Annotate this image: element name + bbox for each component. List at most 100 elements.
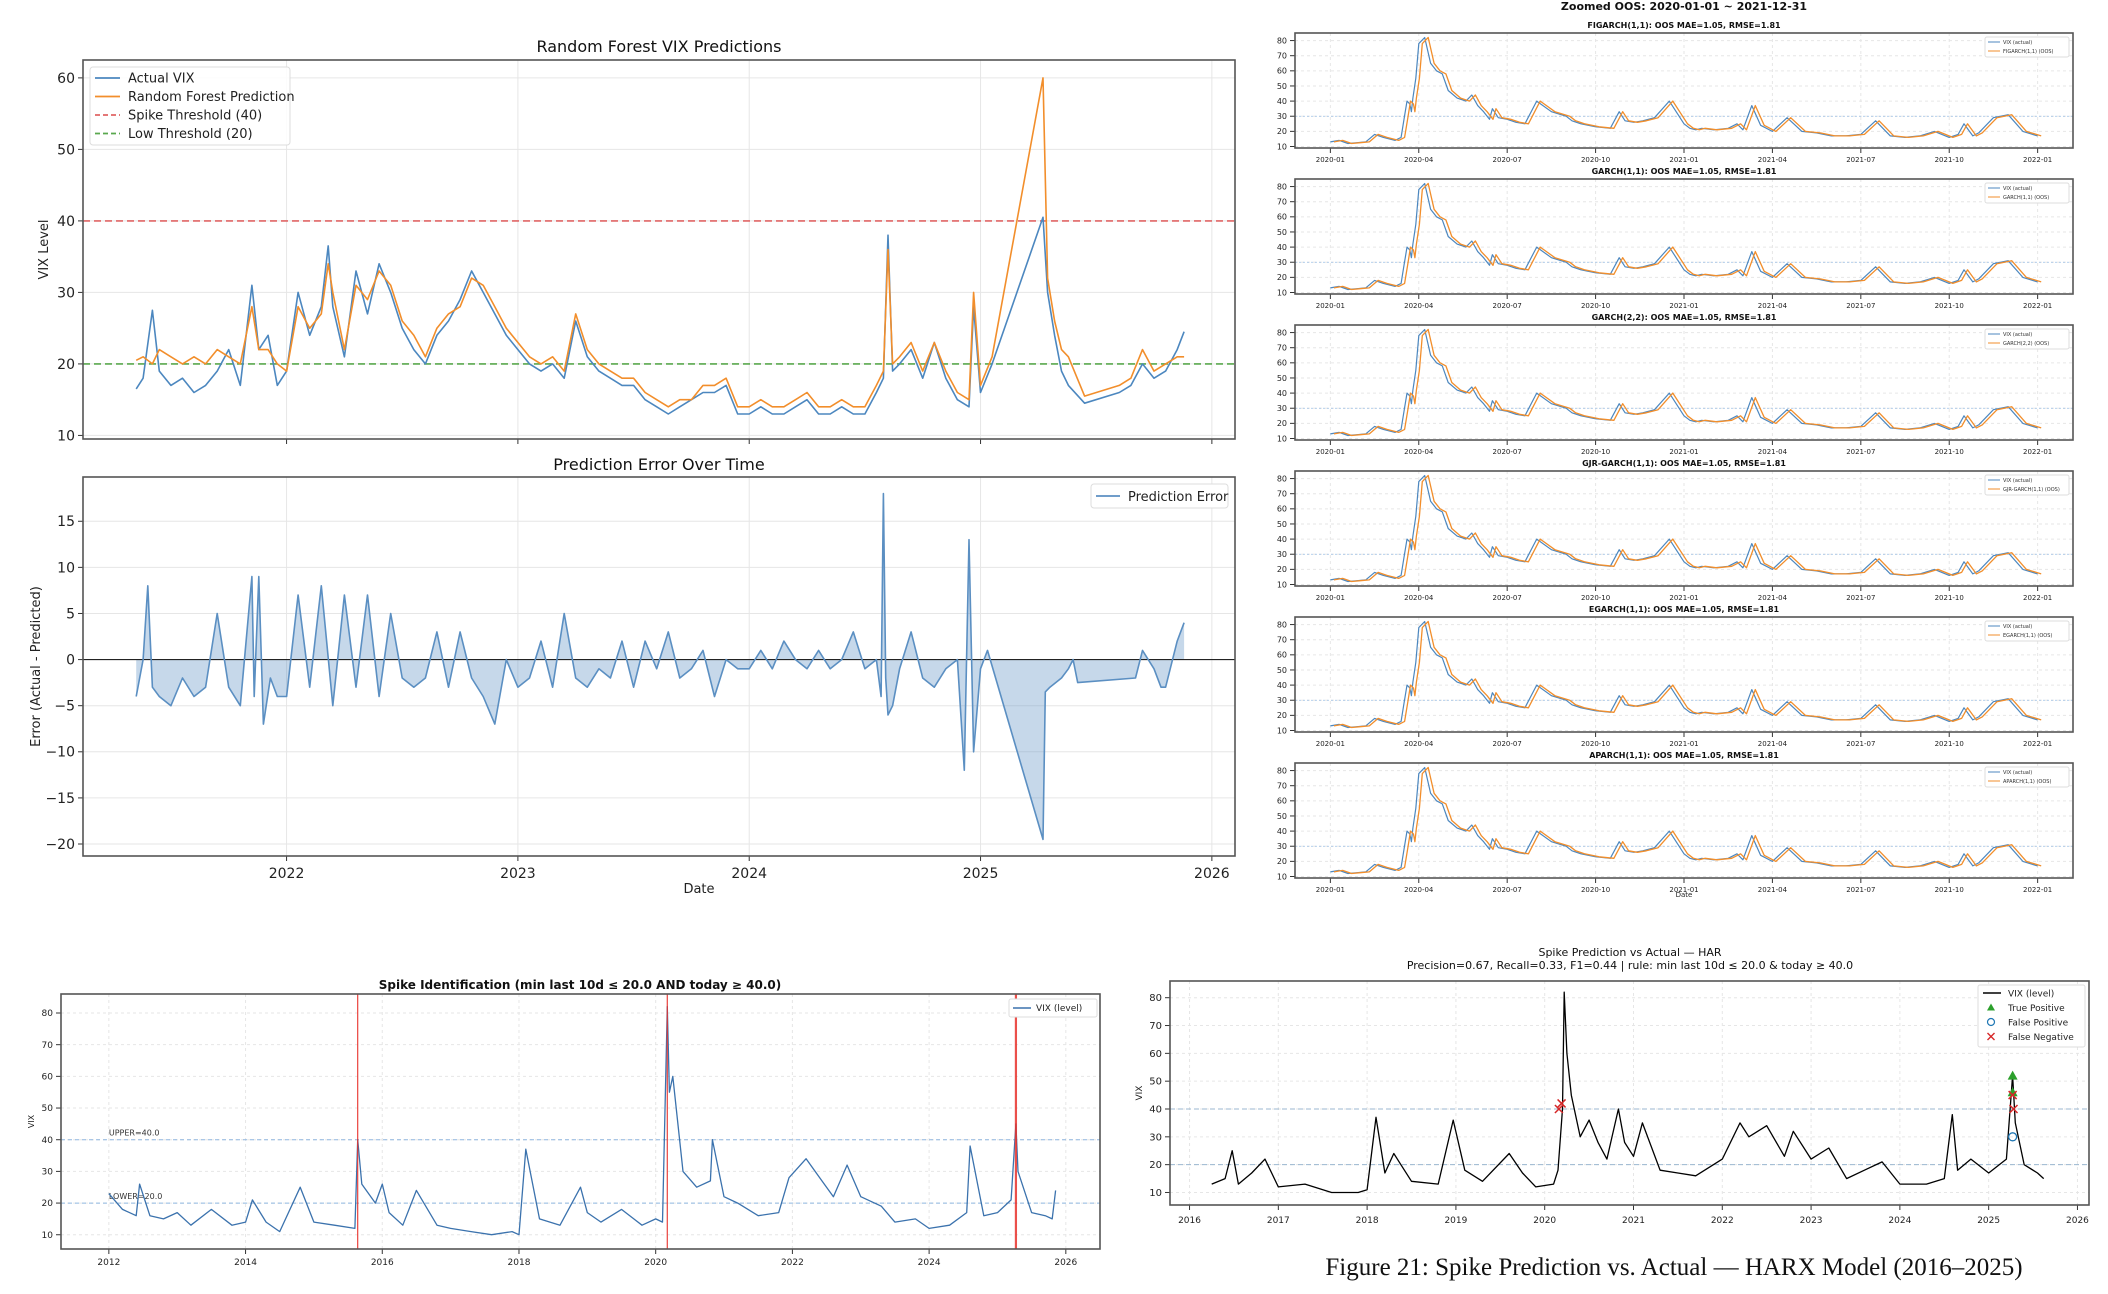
oos-panel-title: GARCH(2,2): OOS MAE=1.05, RMSE=1.81 bbox=[1592, 313, 1777, 322]
x-tick-label: 2021-04 bbox=[1758, 448, 1788, 456]
y-tick-label: 50 bbox=[1277, 82, 1287, 91]
rf-chart-frame bbox=[82, 59, 1236, 440]
oos-legend: VIX (actual) FIGARCH(1,1) (OOS) bbox=[1984, 36, 2070, 58]
y-tick-label: 10 bbox=[1277, 142, 1287, 151]
legend-label: VIX (actual) bbox=[2003, 478, 2032, 484]
x-tick-label: 2020 bbox=[644, 1258, 667, 1268]
spike-chart-frame bbox=[60, 993, 1101, 1250]
x-tick-label: 2018 bbox=[1356, 1216, 1379, 1226]
upper-threshold-label: UPPER=40.0 bbox=[109, 1129, 160, 1138]
y-tick-label: 10 bbox=[42, 1231, 54, 1241]
x-tick-label: 2021-04 bbox=[1758, 594, 1788, 602]
legend-label: Prediction Error bbox=[1128, 490, 1229, 505]
x-tick-label: 2021-07 bbox=[1846, 594, 1875, 602]
legend-label: GARCH(1,1) (OOS) bbox=[2003, 195, 2049, 201]
oos-panel: APARCH(1,1): OOS MAE=1.05, RMSE=1.81 10 20… bbox=[1277, 751, 2074, 894]
y-tick-label: 5 bbox=[66, 606, 75, 622]
y-tick-label: 50 bbox=[1277, 666, 1287, 675]
y-tick-label: 20 bbox=[1277, 565, 1287, 574]
y-tick-label: 30 bbox=[1149, 1132, 1162, 1143]
x-tick-label: 2023 bbox=[1800, 1216, 1823, 1226]
x-tick-label: 2018 bbox=[508, 1258, 531, 1268]
x-tick-label: 2021-10 bbox=[1935, 886, 1964, 894]
oos-legend: VIX (actual) GARCH(1,1) (OOS) bbox=[1984, 182, 2070, 204]
y-tick-label: 60 bbox=[57, 71, 75, 87]
x-tick-label: 2024 bbox=[731, 866, 767, 882]
har-chart: Spike Prediction vs Actual — HARPrecisio… bbox=[1135, 946, 2090, 1226]
legend-box bbox=[1984, 328, 2070, 350]
x-tick-label: 2021-04 bbox=[1758, 302, 1788, 310]
y-tick-label: 70 bbox=[1277, 343, 1287, 352]
vix-level-line bbox=[108, 1006, 1057, 1236]
y-tick-label: 70 bbox=[1277, 781, 1287, 790]
legend-label: EGARCH(1,1) (OOS) bbox=[2003, 633, 2052, 639]
model-prediction-line bbox=[1333, 182, 2042, 291]
y-tick-label: 30 bbox=[57, 285, 75, 301]
legend-label: GJR-GARCH(1,1) (OOS) bbox=[2003, 487, 2060, 493]
y-axis-label: VIX bbox=[27, 1114, 36, 1128]
x-tick-label: 2020-07 bbox=[1493, 302, 1522, 310]
x-tick-label: 2026 bbox=[1054, 1258, 1077, 1268]
x-tick-label: 2021-01 bbox=[1669, 740, 1698, 748]
y-tick-label: 70 bbox=[1149, 1021, 1162, 1032]
x-tick-label: 2021-10 bbox=[1935, 740, 1964, 748]
x-tick-label: 2020-01 bbox=[1316, 448, 1345, 456]
y-tick-label: −20 bbox=[45, 837, 75, 853]
x-tick-label: 2020-01 bbox=[1316, 740, 1345, 748]
y-tick-label: 0 bbox=[66, 652, 75, 668]
y-tick-label: −10 bbox=[45, 745, 75, 761]
legend-label: VIX (level) bbox=[2008, 990, 2054, 1000]
x-tick-label: 2020 bbox=[1533, 1216, 1556, 1226]
legend-label: VIX (level) bbox=[1036, 1004, 1082, 1014]
x-tick-label: 2022-01 bbox=[2023, 740, 2052, 748]
x-tick-label: 2021-01 bbox=[1669, 594, 1698, 602]
oos-panel-frame bbox=[1294, 178, 2074, 295]
x-tick-label: 2022-01 bbox=[2023, 448, 2052, 456]
legend-box bbox=[1984, 766, 2070, 788]
x-tick-label: 2020-04 bbox=[1404, 740, 1434, 748]
oos-panel: EGARCH(1,1): OOS MAE=1.05, RMSE=1.81 10 20… bbox=[1277, 605, 2074, 748]
x-tick-label: 2021 bbox=[1622, 1216, 1645, 1226]
legend-box bbox=[1984, 36, 2070, 58]
x-tick-label: 2020-04 bbox=[1404, 594, 1434, 602]
x-tick-label: 2020-01 bbox=[1316, 156, 1345, 164]
x-tick-label: 2021-01 bbox=[1669, 302, 1698, 310]
vix-level-line bbox=[1211, 991, 2045, 1194]
y-tick-label: 80 bbox=[1277, 620, 1287, 629]
x-tick-label: 2020-10 bbox=[1581, 302, 1610, 310]
y-tick-label: 80 bbox=[42, 1009, 54, 1019]
y-tick-label: 60 bbox=[1149, 1049, 1162, 1060]
legend-label: VIX (actual) bbox=[2003, 186, 2032, 192]
x-tick-label: 2021-10 bbox=[1935, 448, 1964, 456]
x-axis-label: Date bbox=[1676, 891, 1693, 899]
false-negative-marker bbox=[1557, 1098, 1567, 1108]
legend-label: VIX (actual) bbox=[2003, 40, 2032, 46]
x-tick-label: 2022 bbox=[269, 866, 305, 882]
spike-legend: VIX (level) bbox=[1008, 998, 1098, 1018]
y-tick-label: 50 bbox=[1277, 374, 1287, 383]
x-tick-label: 2023 bbox=[500, 866, 536, 882]
error-chart: Prediction Error Over Time −20 −15 −10 −5 0 5 1… bbox=[29, 455, 1236, 897]
error-chart-frame bbox=[82, 476, 1236, 857]
har-chart-subtitle: Precision=0.67, Recall=0.33, F1=0.44 | r… bbox=[1407, 959, 1853, 972]
x-tick-label: 2024 bbox=[1888, 1216, 1911, 1226]
x-tick-label: 2021-01 bbox=[1669, 448, 1698, 456]
har-legend: VIX (level) True Positive False Positive Fa… bbox=[1977, 984, 2086, 1048]
oos-panel: GARCH(2,2): OOS MAE=1.05, RMSE=1.81 10 20 3… bbox=[1277, 313, 2074, 456]
x-tick-label: 2016 bbox=[1178, 1216, 1201, 1226]
error-chart-title: Prediction Error Over Time bbox=[553, 455, 764, 474]
x-tick-label: 2022-01 bbox=[2023, 302, 2052, 310]
x-tick-label: 2021-07 bbox=[1846, 886, 1875, 894]
oos-panel-title: GJR-GARCH(1,1): OOS MAE=1.05, RMSE=1.81 bbox=[1582, 459, 1786, 468]
vix-actual-line bbox=[1330, 766, 2038, 875]
x-tick-label: 2021-07 bbox=[1846, 156, 1875, 164]
y-tick-label: 80 bbox=[1149, 993, 1162, 1004]
x-tick-label: 2025 bbox=[963, 866, 999, 882]
oos-panel-title: FIGARCH(1,1): OOS MAE=1.05, RMSE=1.81 bbox=[1587, 21, 1781, 30]
y-tick-label: 15 bbox=[57, 514, 75, 530]
figure-caption: Figure 21: Spike Prediction vs. Actual —… bbox=[1325, 1254, 2023, 1281]
legend-label: Actual VIX bbox=[128, 72, 195, 87]
y-tick-label: 60 bbox=[1277, 213, 1287, 222]
x-tick-label: 2021-10 bbox=[1935, 156, 1964, 164]
y-tick-label: 50 bbox=[42, 1104, 54, 1114]
